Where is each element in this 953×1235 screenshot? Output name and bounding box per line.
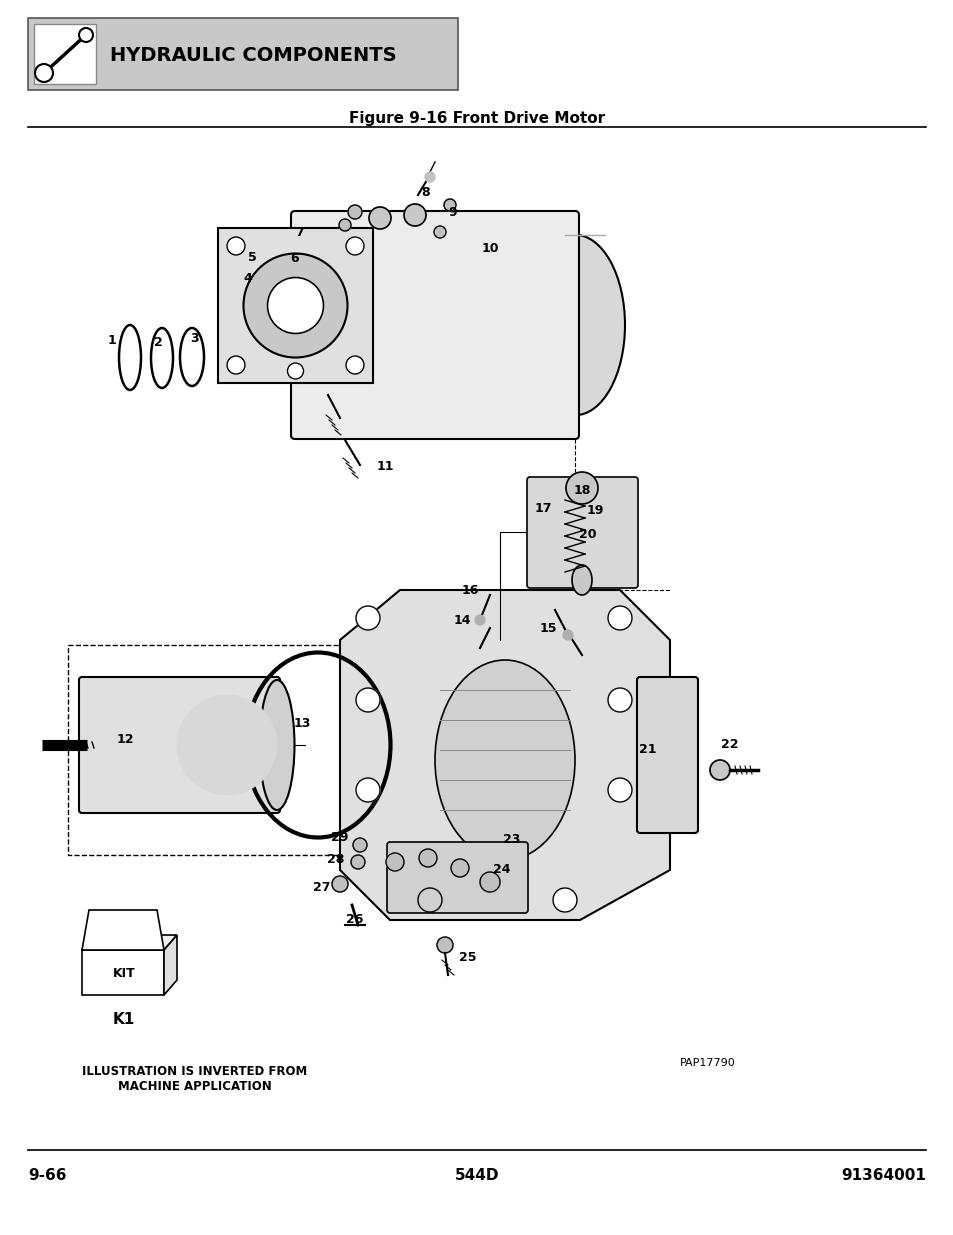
Text: PAP17790: PAP17790: [679, 1058, 735, 1068]
Text: 5: 5: [248, 251, 256, 263]
Ellipse shape: [259, 680, 294, 810]
Text: 6: 6: [291, 252, 299, 264]
Circle shape: [177, 695, 276, 795]
Text: 9-66: 9-66: [28, 1168, 67, 1183]
Circle shape: [243, 253, 347, 357]
Circle shape: [443, 199, 456, 211]
Polygon shape: [82, 910, 164, 950]
Text: KIT: KIT: [112, 967, 135, 981]
Text: 1: 1: [108, 333, 116, 347]
Text: 25: 25: [458, 951, 476, 965]
Text: 18: 18: [573, 483, 590, 496]
Circle shape: [607, 688, 631, 713]
Circle shape: [353, 839, 367, 852]
Polygon shape: [164, 935, 177, 995]
Bar: [68, 645, 527, 855]
Text: 16: 16: [461, 583, 478, 597]
Text: 544D: 544D: [455, 1168, 498, 1183]
Text: 23: 23: [503, 834, 520, 846]
Circle shape: [418, 848, 436, 867]
Text: Figure 9-16 Front Drive Motor: Figure 9-16 Front Drive Motor: [349, 110, 604, 126]
Text: ILLUSTRATION IS INVERTED FROM
MACHINE APPLICATION: ILLUSTRATION IS INVERTED FROM MACHINE AP…: [82, 1065, 307, 1093]
Circle shape: [709, 760, 729, 781]
Circle shape: [332, 876, 348, 892]
FancyBboxPatch shape: [387, 842, 527, 913]
Text: 7: 7: [295, 226, 304, 238]
Text: 19: 19: [586, 504, 603, 516]
Circle shape: [451, 860, 469, 877]
Text: 28: 28: [327, 853, 344, 867]
Text: 10: 10: [480, 242, 498, 254]
Circle shape: [403, 204, 426, 226]
Circle shape: [355, 606, 379, 630]
Circle shape: [424, 172, 435, 182]
Text: 11: 11: [375, 461, 394, 473]
Circle shape: [475, 615, 484, 625]
Circle shape: [369, 207, 391, 228]
FancyBboxPatch shape: [79, 677, 280, 813]
Circle shape: [204, 722, 250, 768]
Text: 2: 2: [153, 336, 162, 348]
Circle shape: [227, 356, 245, 374]
Bar: [34, 23, 96, 84]
FancyBboxPatch shape: [291, 211, 578, 438]
Circle shape: [348, 205, 361, 219]
Circle shape: [35, 64, 53, 82]
Circle shape: [192, 710, 262, 781]
Circle shape: [355, 688, 379, 713]
Circle shape: [562, 630, 573, 640]
Text: 14: 14: [453, 614, 470, 626]
Circle shape: [565, 472, 598, 504]
Ellipse shape: [435, 659, 575, 860]
Circle shape: [434, 226, 446, 238]
Text: HYDRAULIC COMPONENTS: HYDRAULIC COMPONENTS: [110, 46, 396, 64]
Text: 26: 26: [346, 914, 363, 926]
Text: 27: 27: [313, 882, 331, 894]
Text: 15: 15: [538, 621, 557, 635]
Text: 8: 8: [421, 185, 430, 199]
Text: 91364001: 91364001: [841, 1168, 925, 1183]
FancyBboxPatch shape: [526, 477, 638, 588]
Text: 13: 13: [293, 718, 311, 730]
Circle shape: [355, 778, 379, 802]
Circle shape: [607, 606, 631, 630]
Circle shape: [479, 872, 499, 892]
Circle shape: [346, 237, 364, 254]
Circle shape: [607, 778, 631, 802]
Circle shape: [351, 855, 365, 869]
Text: 20: 20: [578, 529, 597, 541]
Text: 21: 21: [639, 743, 656, 757]
Bar: [28, 19, 457, 90]
Circle shape: [267, 278, 323, 333]
Ellipse shape: [524, 235, 624, 415]
Text: K1: K1: [112, 1011, 135, 1028]
Text: 17: 17: [534, 501, 551, 515]
Circle shape: [227, 237, 245, 254]
Text: 3: 3: [191, 331, 199, 345]
Circle shape: [553, 888, 577, 911]
Circle shape: [346, 356, 364, 374]
Text: 29: 29: [331, 831, 349, 845]
Circle shape: [417, 888, 441, 911]
Polygon shape: [82, 950, 164, 995]
Circle shape: [436, 937, 453, 953]
Circle shape: [287, 363, 303, 379]
Circle shape: [79, 28, 92, 42]
FancyBboxPatch shape: [637, 677, 698, 832]
Polygon shape: [339, 590, 669, 920]
Ellipse shape: [572, 564, 592, 595]
Text: 24: 24: [493, 863, 510, 877]
Text: 9: 9: [448, 205, 456, 219]
Circle shape: [386, 853, 403, 871]
Text: 22: 22: [720, 739, 738, 752]
Circle shape: [338, 219, 351, 231]
Polygon shape: [82, 935, 177, 950]
Bar: [218, 228, 373, 383]
Text: 12: 12: [116, 734, 133, 746]
Text: 4: 4: [243, 272, 253, 284]
